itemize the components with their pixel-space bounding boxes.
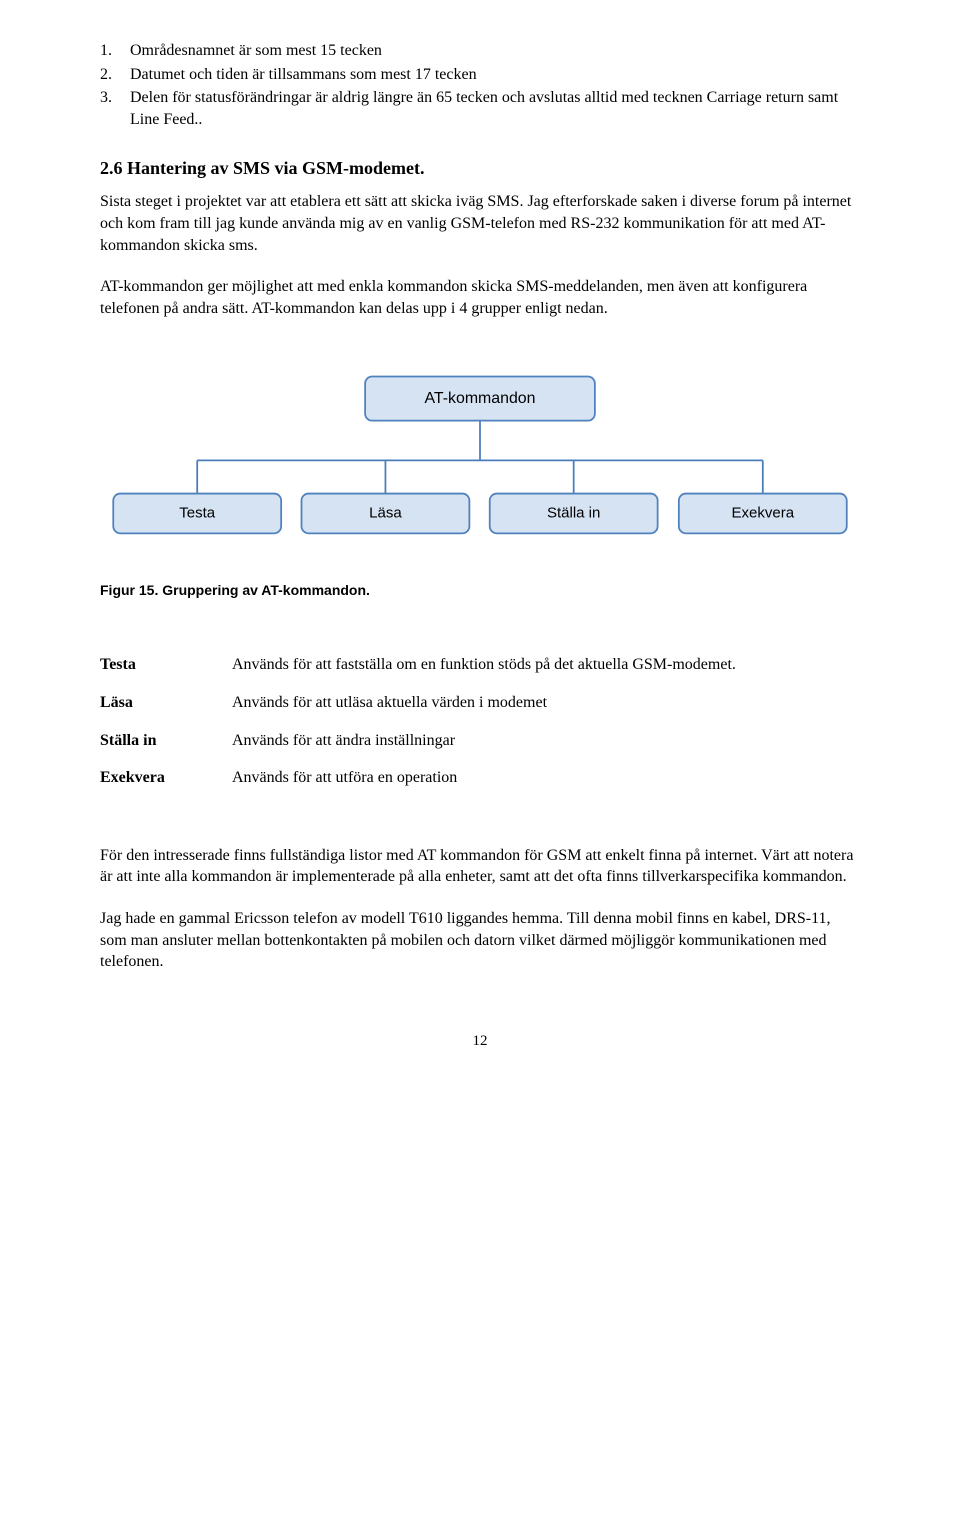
list-number: 3.: [100, 87, 130, 130]
term: Exekvera: [100, 759, 232, 797]
desc: Används för att fastställa om en funktio…: [232, 646, 860, 684]
svg-text:Ställa in: Ställa in: [547, 505, 600, 522]
list-text: Datumet och tiden är tillsammans som mes…: [130, 64, 860, 86]
figure-caption: Figur 15. Gruppering av AT-kommandon.: [100, 582, 860, 598]
page: 1. Områdesnamnet är som mest 15 tecken 2…: [50, 0, 910, 1110]
paragraph: För den intresserade finns fullständiga …: [100, 845, 860, 888]
table-row: Läsa Används för att utläsa aktuella vär…: [100, 684, 860, 722]
paragraph: AT-kommandon ger möjlighet att med enkla…: [100, 276, 860, 319]
table-row: Exekvera Används för att utföra en opera…: [100, 759, 860, 797]
section-heading: 2.6 Hantering av SMS via GSM-modemet.: [100, 158, 860, 179]
paragraph: Sista steget i projektet var att etabler…: [100, 191, 860, 256]
list-text: Delen för statusförändringar är aldrig l…: [130, 87, 860, 130]
table-row: Testa Används för att fastställa om en f…: [100, 646, 860, 684]
svg-text:Läsa: Läsa: [369, 505, 402, 522]
paragraph: Jag hade en gammal Ericsson telefon av m…: [100, 908, 860, 973]
list-item: 3. Delen för statusförändringar är aldri…: [100, 87, 860, 130]
page-number: 12: [100, 1033, 860, 1050]
table-row: Ställa in Används för att ändra inställn…: [100, 722, 860, 760]
at-kommandon-tree-diagram: AT-kommandon Testa Läsa Ställa in Exekvera: [100, 351, 860, 566]
definitions-table: Testa Används för att fastställa om en f…: [100, 646, 860, 796]
desc: Används för att utläsa aktuella värden i…: [232, 684, 860, 722]
term: Ställa in: [100, 722, 232, 760]
numbered-list: 1. Områdesnamnet är som mest 15 tecken 2…: [100, 40, 860, 130]
svg-text:AT-kommandon: AT-kommandon: [425, 390, 536, 407]
svg-text:Testa: Testa: [179, 505, 216, 522]
list-item: 2. Datumet och tiden är tillsammans som …: [100, 64, 860, 86]
term: Läsa: [100, 684, 232, 722]
list-number: 1.: [100, 40, 130, 62]
tree-svg: AT-kommandon Testa Läsa Ställa in Exekvera: [100, 351, 860, 561]
desc: Används för att ändra inställningar: [232, 722, 860, 760]
svg-text:Exekvera: Exekvera: [731, 505, 794, 522]
list-item: 1. Områdesnamnet är som mest 15 tecken: [100, 40, 860, 62]
desc: Används för att utföra en operation: [232, 759, 860, 797]
list-number: 2.: [100, 64, 130, 86]
term: Testa: [100, 646, 232, 684]
list-text: Områdesnamnet är som mest 15 tecken: [130, 40, 860, 62]
